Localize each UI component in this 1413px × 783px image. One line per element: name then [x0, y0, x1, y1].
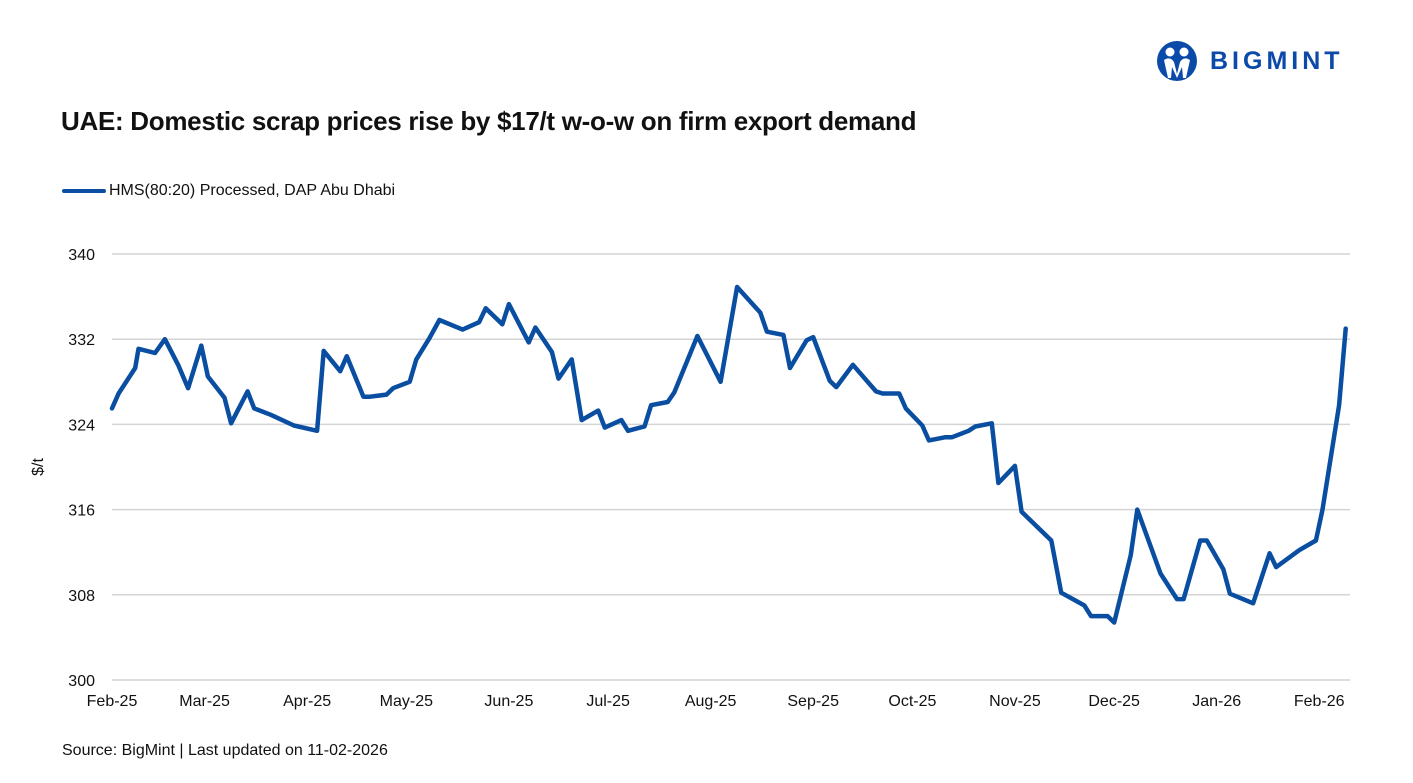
- y-axis-label: $/t: [30, 458, 47, 476]
- y-tick-label: 300: [68, 673, 95, 690]
- x-tick-label: Feb-26: [1294, 693, 1345, 710]
- x-tick-label: Jul-25: [586, 693, 630, 710]
- x-tick-label: Dec-25: [1088, 693, 1140, 710]
- x-tick-label: Sep-25: [787, 693, 839, 710]
- bigmint-logo-text: BIGMINT: [1210, 46, 1344, 75]
- legend-swatch: [62, 189, 106, 193]
- x-tick-label: Feb-25: [87, 693, 138, 710]
- legend: HMS(80:20) Processed, DAP Abu Dhabi: [62, 182, 395, 200]
- series-line-hms-80-20: [109, 284, 1348, 625]
- x-tick-label: Mar-25: [179, 693, 230, 710]
- y-axis-ticks: 300 308 316 324 332 340: [68, 247, 95, 690]
- x-tick-label: Jun-25: [484, 693, 533, 710]
- x-tick-label: Oct-25: [888, 693, 936, 710]
- x-axis-ticks: Feb-25 Mar-25 Apr-25 May-25 Jun-25 Jul-25 Aug-…: [87, 693, 1345, 710]
- y-tick-label: 332: [68, 332, 95, 349]
- bigmint-logo: BIGMINT: [1156, 40, 1344, 82]
- chart-title: UAE: Domestic scrap prices rise by $17/t…: [61, 106, 917, 136]
- x-tick-label: Apr-25: [283, 693, 331, 710]
- y-tick-label: 340: [68, 247, 95, 264]
- source-note: Source: BigMint | Last updated on 11-02-…: [62, 742, 388, 759]
- legend-label: HMS(80:20) Processed, DAP Abu Dhabi: [109, 182, 396, 199]
- y-tick-label: 316: [68, 503, 95, 520]
- y-tick-label: 324: [68, 417, 95, 434]
- bigmint-logo-icon: [1157, 41, 1197, 81]
- x-tick-label: Nov-25: [989, 693, 1041, 710]
- x-tick-label: Aug-25: [685, 693, 737, 710]
- x-tick-label: Jan-26: [1192, 693, 1241, 710]
- y-tick-label: 308: [68, 588, 95, 605]
- x-tick-label: May-25: [380, 693, 433, 710]
